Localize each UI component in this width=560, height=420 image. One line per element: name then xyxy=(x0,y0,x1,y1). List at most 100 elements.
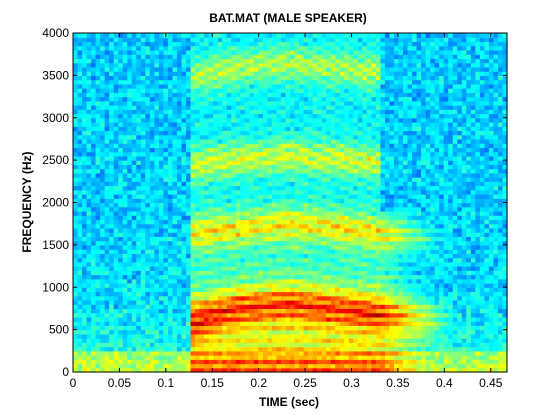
heatmap-cell xyxy=(326,325,332,331)
heatmap-cell xyxy=(181,249,187,254)
heatmap-cell xyxy=(339,100,345,106)
heatmap-cell xyxy=(321,227,327,233)
heatmap-cell xyxy=(213,138,219,144)
heatmap-cell xyxy=(290,253,296,259)
heatmap-cell xyxy=(186,299,192,305)
heatmap-cell xyxy=(353,367,359,373)
heatmap-cell xyxy=(167,155,174,161)
heatmap-cell xyxy=(204,121,210,127)
heatmap-cell xyxy=(127,257,133,263)
heatmap-cell xyxy=(181,126,187,132)
heatmap-cell xyxy=(244,172,250,178)
heatmap-cell xyxy=(73,346,79,352)
heatmap-cell xyxy=(91,287,97,293)
heatmap-cell xyxy=(326,338,332,343)
heatmap-cell xyxy=(240,308,246,314)
heatmap-cell xyxy=(299,299,305,305)
heatmap-cell xyxy=(163,274,169,280)
heatmap-cell xyxy=(181,138,187,144)
heatmap-cell xyxy=(317,316,323,322)
heatmap-cell xyxy=(253,160,259,165)
heatmap-cell xyxy=(100,41,106,47)
heatmap-cell xyxy=(149,278,155,284)
heatmap-cell xyxy=(285,291,291,297)
heatmap-cell xyxy=(172,329,178,335)
heatmap-cell xyxy=(335,329,341,335)
heatmap-cell xyxy=(267,278,273,284)
heatmap-cell xyxy=(326,117,332,123)
heatmap-cell xyxy=(100,206,106,212)
heatmap-cell xyxy=(280,164,287,170)
heatmap-cell xyxy=(303,79,309,85)
heatmap-cell xyxy=(199,121,205,127)
heatmap-cell xyxy=(258,312,264,318)
heatmap-cell xyxy=(231,100,237,106)
heatmap-cell xyxy=(186,210,192,216)
heatmap-cell xyxy=(118,194,124,199)
heatmap-cell xyxy=(82,160,88,165)
heatmap-cell xyxy=(118,240,124,246)
heatmap-cell xyxy=(240,219,246,225)
heatmap-cell xyxy=(186,333,192,339)
heatmap-cell xyxy=(249,295,255,301)
heatmap-cell xyxy=(339,266,345,271)
heatmap-cell xyxy=(145,66,151,72)
heatmap-cell xyxy=(127,88,133,93)
heatmap-cell xyxy=(149,105,155,110)
heatmap-cell xyxy=(176,236,183,242)
heatmap-cell xyxy=(73,105,79,110)
heatmap-cell xyxy=(285,66,291,72)
heatmap-cell xyxy=(95,329,101,335)
heatmap-cell xyxy=(303,181,309,187)
heatmap-cell xyxy=(73,312,79,318)
heatmap-cell xyxy=(186,198,192,204)
heatmap-cell xyxy=(213,100,219,106)
heatmap-cell xyxy=(73,295,79,301)
heatmap-cell xyxy=(145,41,151,47)
heatmap-cell xyxy=(145,113,151,119)
heatmap-cell xyxy=(100,134,106,140)
heatmap-cell xyxy=(344,342,350,348)
heatmap-cell xyxy=(181,232,187,237)
heatmap-cell xyxy=(258,232,264,237)
heatmap-cell xyxy=(118,126,124,132)
heatmap-cell xyxy=(267,219,273,225)
heatmap-cell xyxy=(118,266,124,271)
heatmap-cell xyxy=(140,227,146,233)
heatmap-cell xyxy=(86,88,92,93)
heatmap-cell xyxy=(235,164,241,170)
heatmap-cell xyxy=(249,244,255,250)
heatmap-cell xyxy=(294,321,300,326)
heatmap-cell xyxy=(104,113,110,119)
heatmap-cell xyxy=(299,172,305,178)
heatmap-cell xyxy=(127,206,133,212)
heatmap-cell xyxy=(213,198,219,204)
heatmap-cell xyxy=(276,270,282,276)
heatmap-cell xyxy=(335,232,341,237)
heatmap-cell xyxy=(149,151,155,157)
heatmap-cell xyxy=(299,147,305,153)
heatmap-cell xyxy=(217,92,223,98)
heatmap-cell xyxy=(339,66,345,72)
heatmap-cell xyxy=(86,253,92,259)
heatmap-cell xyxy=(136,316,142,322)
heatmap-cell xyxy=(299,342,305,348)
heatmap-cell xyxy=(299,253,305,259)
heatmap-cell xyxy=(308,257,314,263)
heatmap-cell xyxy=(77,278,83,284)
heatmap-cell xyxy=(163,62,169,68)
heatmap-cell xyxy=(348,100,354,106)
heatmap-cell xyxy=(190,253,196,259)
heatmap-cell xyxy=(267,109,273,115)
heatmap-cell xyxy=(235,355,241,360)
heatmap-cell xyxy=(312,223,318,229)
heatmap-cell xyxy=(167,338,174,343)
heatmap-cell xyxy=(86,100,92,106)
heatmap-cell xyxy=(280,117,287,123)
heatmap-cell xyxy=(172,342,178,348)
heatmap-cell xyxy=(339,134,345,140)
heatmap-cell xyxy=(136,333,142,339)
heatmap-cell xyxy=(131,41,137,47)
heatmap-cell xyxy=(244,130,250,136)
heatmap-cell xyxy=(308,45,314,51)
